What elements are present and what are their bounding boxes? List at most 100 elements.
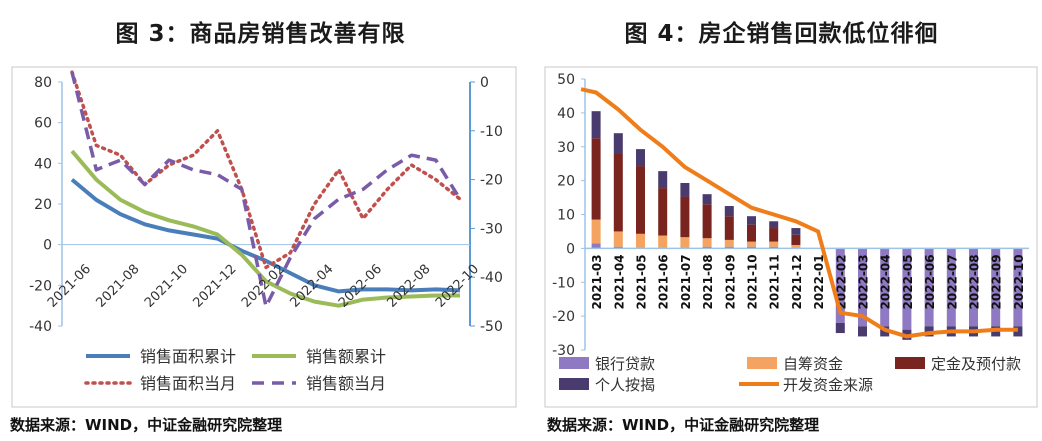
bar-定金及预付款: [591, 138, 601, 220]
bar-银行贷款: [769, 246, 779, 249]
legend-swatch: [559, 378, 589, 390]
bar-个人按揭: [591, 111, 601, 139]
x-axis-tick-label: 2021-09: [723, 254, 737, 309]
bar-银行贷款: [880, 248, 890, 327]
bar-定金及预付款: [702, 204, 712, 239]
x-axis-tick-label: 2021-12: [191, 262, 240, 311]
bar-定金及预付款: [680, 196, 690, 238]
bar-自筹资金: [769, 241, 779, 247]
bar-个人按揭: [835, 322, 845, 334]
y-axis-tick-label: 10: [557, 208, 575, 224]
bar-银行贷款: [902, 248, 912, 330]
bar-个人按揭: [747, 216, 756, 225]
x-axis-tick-label: 2022-08: [385, 262, 434, 311]
bar-个人按揭: [724, 206, 734, 217]
bar-银行贷款: [747, 246, 756, 249]
left-axis-tick-label: 20: [34, 197, 52, 213]
right-axis-tick-label: -10: [480, 124, 503, 140]
x-axis-tick-label: 2022-05: [901, 254, 915, 309]
series-line-销售面积当月: [70, 70, 462, 270]
legend-label: 定金及预付款: [931, 355, 1021, 373]
legend-label: 销售面积累计: [140, 347, 236, 366]
bar-定金及预付款: [747, 224, 756, 242]
bar-自筹资金: [591, 219, 601, 244]
x-axis-tick-label: 2021-10: [142, 262, 191, 311]
y-axis-tick-label: -30: [552, 343, 575, 359]
x-axis-tick-label: 2022-06: [923, 254, 937, 309]
bar-个人按揭: [769, 221, 779, 229]
left-axis-tick-label: 60: [34, 116, 52, 132]
right-axis-tick-label: -30: [480, 221, 503, 237]
legend-label: 销售面积当月: [140, 374, 236, 393]
legend-swatch: [895, 357, 925, 369]
bar-定金及预付款: [636, 166, 645, 234]
bar-自筹资金: [724, 239, 734, 247]
left-axis-tick-label: -20: [29, 278, 52, 294]
legend-label: 开发资金来源: [783, 376, 873, 394]
bar-个人按揭: [791, 228, 801, 235]
bar-自筹资金: [747, 241, 756, 247]
bar-自筹资金: [702, 238, 712, 247]
legend-label: 银行贷款: [595, 355, 655, 373]
legend-swatch: [559, 357, 589, 369]
x-axis-tick-label: 2021-07: [679, 254, 693, 309]
legend-label: 销售额当月: [306, 374, 386, 393]
legend-label: 销售额累计: [306, 347, 386, 366]
figure-4-title: 图 4：房企销售回款低位徘徊: [624, 21, 939, 47]
bar-自筹资金: [791, 244, 801, 249]
figure-4-chart: 50 40 30 20 10 0 -10 -20 -30 2021-03 2021-04 2021-0…: [544, 66, 1038, 408]
y-axis-tick-label: 20: [557, 174, 575, 190]
x-axis-tick-label: 2022-03: [857, 254, 871, 309]
figure-4-source: 数据来源：WIND，中证金融研究院整理: [547, 416, 820, 434]
series-line-销售面积累计: [70, 178, 461, 294]
x-axis-tick-label: 2022-08: [968, 254, 982, 309]
x-axis-tick-label: 2021-12: [790, 254, 804, 309]
x-axis-tick-label: 2021-06: [657, 254, 671, 309]
bar-定金及预付款: [791, 234, 801, 245]
bar-银行贷款: [924, 248, 934, 327]
series-line-销售额当月: [70, 71, 462, 309]
x-axis-tick-label: 2021-08: [94, 262, 143, 311]
x-axis-tick-label: 2021-10: [746, 254, 760, 309]
y-axis-tick-label: 0: [566, 241, 575, 257]
bar-自筹资金: [658, 235, 668, 248]
bar-自筹资金: [613, 231, 623, 247]
right-axis-tick-label: -40: [480, 270, 503, 286]
bar-个人按揭: [680, 182, 690, 197]
figure-3-source: 数据来源：WIND，中证金融研究院整理: [10, 416, 283, 434]
x-axis-tick-label: 2022-07: [945, 254, 959, 309]
bar-银行贷款: [613, 246, 623, 249]
bar-银行贷款: [835, 248, 845, 323]
x-axis-tick-label: 2021-03: [590, 254, 604, 309]
x-axis-tick-label: 2022-09: [990, 254, 1004, 309]
bar-银行贷款: [702, 246, 712, 249]
series-line-销售额累计: [70, 149, 460, 308]
x-axis-tick-label: 2022-02: [834, 254, 848, 309]
x-axis-tick-label: 2022-02: [239, 262, 288, 311]
x-axis-tick-label: 2022-06: [336, 262, 385, 311]
y-axis-tick-label: -10: [552, 275, 575, 291]
figure-4-panel: 图 4：房企销售回款低位徘徊 50 40 30 20 10 0 -10 -20 -30 2021-…: [521, 0, 1042, 441]
right-axis-tick-label: 0: [480, 75, 489, 91]
bar-个人按揭: [658, 171, 668, 189]
bar-定金及预付款: [658, 188, 668, 236]
right-axis-tick-label: -20: [480, 173, 503, 189]
left-axis-tick-label: 40: [34, 156, 52, 172]
x-axis-tick-label: 2021-06: [45, 262, 94, 311]
chart-frame: [11, 66, 517, 408]
x-axis-tick-label: 2022-10: [433, 262, 482, 311]
x-axis-tick-label: 2022-04: [879, 254, 893, 309]
figure-3-panel: 图 3：商品房销售改善有限 80 60 40 20 0 -20 -40 0 -10 -20 -30 -…: [10, 21, 517, 434]
bar-银行贷款: [991, 248, 1001, 327]
series-line-开发资金来源: [580, 87, 1018, 339]
x-axis-tick-label: 2021-08: [701, 254, 715, 309]
bar-个人按揭: [636, 149, 645, 167]
bar-定金及预付款: [613, 153, 623, 232]
figure-3-title: 图 3：商品房销售改善有限: [115, 21, 406, 47]
left-axis-tick-label: 80: [34, 75, 52, 91]
legend-label: 个人按揭: [595, 376, 655, 394]
bar-银行贷款: [858, 248, 867, 327]
bar-定金及预付款: [724, 216, 734, 240]
x-axis-tick-label: 2022-01: [812, 254, 826, 309]
